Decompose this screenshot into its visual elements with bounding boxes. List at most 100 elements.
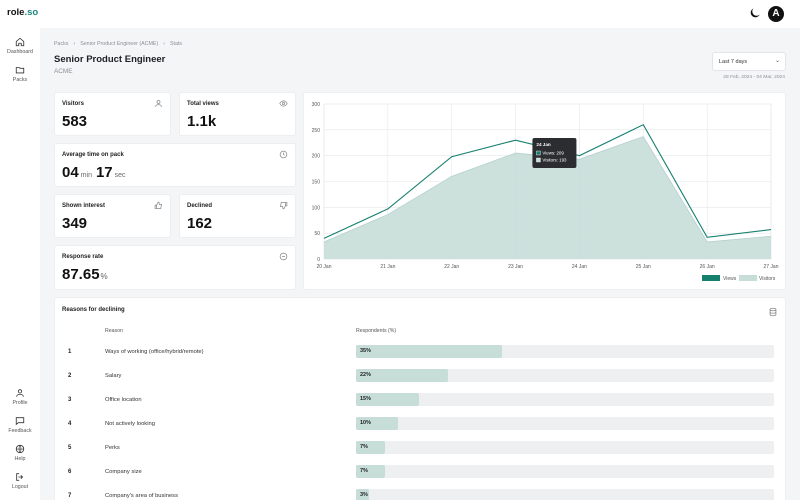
chart-tooltip bbox=[532, 138, 577, 168]
row-percentage: 15% bbox=[360, 396, 372, 402]
response-rate-card: Response rate 87.65% bbox=[54, 245, 296, 290]
response-rate-value: 87.65 bbox=[62, 266, 100, 283]
card-title: Declined bbox=[187, 203, 213, 209]
sidebar-item-label: Feedback bbox=[8, 428, 32, 434]
card-value: 04 min 17 sec bbox=[62, 164, 130, 181]
top-bar: role.so A bbox=[0, 0, 800, 28]
respondents-bar-track: 7% bbox=[356, 441, 774, 454]
series-area-visitors bbox=[324, 136, 771, 259]
minutes-value: 04 bbox=[62, 164, 79, 181]
y-tick-label: 150 bbox=[312, 180, 321, 186]
declining-title: Reasons for declining bbox=[62, 307, 125, 313]
row-reason: Not actively looking bbox=[105, 421, 155, 427]
row-number: 5 bbox=[68, 445, 72, 451]
row-number: 2 bbox=[68, 373, 72, 379]
home-icon bbox=[15, 37, 25, 47]
date-range-value: Last 7 days bbox=[719, 59, 748, 65]
chat-icon bbox=[279, 252, 288, 261]
card-title: Response rate bbox=[62, 254, 104, 260]
page-title: Senior Product Engineer bbox=[54, 54, 166, 65]
views-chart-svg: 0 50 100 150 200 250 300 20 Jan 21 Jan 22 Jan 23 J… bbox=[312, 102, 779, 282]
table-row: 3 Office location 15% bbox=[55, 393, 785, 417]
chevron-down-icon: ⌄ bbox=[774, 58, 780, 64]
respondents-bar-fill bbox=[356, 393, 419, 406]
thumbs-down-icon bbox=[280, 202, 288, 210]
breadcrumb-separator: › bbox=[163, 41, 165, 47]
card-title: Total views bbox=[187, 101, 219, 107]
breadcrumb-pack[interactable]: Senior Product Engineer (ACME) bbox=[80, 41, 159, 47]
respondents-bar-fill bbox=[356, 441, 386, 454]
shown-interest-card: Shown interest 349 bbox=[54, 194, 171, 238]
sidebar-item-feedback[interactable]: Feedback bbox=[0, 416, 40, 440]
card-value: 349 bbox=[62, 215, 88, 232]
row-percentage: 22% bbox=[360, 372, 372, 378]
card-title: Average time on pack bbox=[62, 152, 124, 158]
y-tick-label: 250 bbox=[312, 128, 321, 134]
card-value: 1.1k bbox=[187, 113, 217, 130]
message-icon bbox=[15, 417, 25, 426]
tooltip-line: Views: 209 bbox=[542, 151, 564, 156]
respondents-bar-fill bbox=[356, 489, 369, 500]
x-tick-label: 22 Jan bbox=[444, 264, 459, 270]
row-percentage: 3% bbox=[360, 492, 368, 498]
x-tick-label: 24 Jan bbox=[572, 264, 587, 270]
minutes-unit: min bbox=[80, 172, 92, 179]
sidebar-item-help[interactable]: Help bbox=[0, 444, 40, 468]
x-tick-label: 21 Jan bbox=[380, 264, 395, 270]
respondents-bar-track: 7% bbox=[356, 465, 774, 478]
row-number: 1 bbox=[68, 349, 72, 355]
x-tick-label: 25 Jan bbox=[636, 264, 651, 270]
views-chart: 0 50 100 150 200 250 300 20 Jan 21 Jan 22 Jan 23 J… bbox=[303, 92, 786, 290]
sidebar-item-dashboard[interactable]: Dashboard bbox=[0, 37, 40, 61]
folder-icon bbox=[15, 67, 25, 74]
respondents-bar-track: 22% bbox=[356, 369, 774, 382]
company-name: ACME bbox=[54, 68, 73, 75]
y-tick-label: 0 bbox=[317, 257, 320, 263]
y-tick-label: 50 bbox=[314, 231, 320, 237]
globe-icon bbox=[15, 444, 25, 454]
respondents-bar-fill bbox=[356, 345, 503, 358]
sidebar-item-packs[interactable]: Packs bbox=[0, 65, 40, 89]
row-reason: Company size bbox=[105, 469, 142, 475]
sidebar-item-label: Dashboard bbox=[7, 49, 33, 55]
breadcrumb-packs[interactable]: Packs bbox=[54, 41, 69, 47]
seconds-value: 17 bbox=[95, 164, 113, 181]
sidebar-item-label: Logout bbox=[11, 484, 29, 490]
seconds-unit: sec bbox=[114, 172, 126, 179]
row-reason: Office location bbox=[105, 397, 142, 403]
legend-swatch-views bbox=[702, 275, 720, 281]
app-logo[interactable]: role.so bbox=[7, 7, 39, 18]
row-percentage: 10% bbox=[360, 420, 372, 426]
legend-swatch-visitors bbox=[739, 275, 757, 281]
row-number: 7 bbox=[68, 493, 72, 499]
table-row: 4 Not actively looking 10% bbox=[55, 417, 785, 441]
date-range-select[interactable]: Last 7 days ⌄ bbox=[712, 52, 786, 71]
row-reason: Perks bbox=[105, 445, 120, 451]
date-range-dates: 28 Feb, 2024 - 04 Mar, 2024 bbox=[723, 75, 785, 80]
total-views-card: Total views 1.1k bbox=[179, 92, 296, 136]
database-icon[interactable] bbox=[768, 307, 778, 317]
table-row: 6 Company size 7% bbox=[55, 465, 785, 489]
row-reason: Salary bbox=[105, 373, 122, 379]
x-tick-label: 23 Jan bbox=[508, 264, 523, 270]
y-tick-label: 300 bbox=[312, 102, 321, 108]
sidebar: Dashboard Packs Profile Feedback Help Lo… bbox=[0, 28, 40, 500]
thumbs-up-icon bbox=[154, 201, 162, 209]
moon-icon[interactable] bbox=[748, 6, 762, 20]
row-reason: Ways of working (office/hybrid/remote) bbox=[105, 349, 204, 355]
sidebar-item-logout[interactable]: Logout bbox=[0, 472, 40, 496]
eye-icon bbox=[279, 100, 288, 107]
sidebar-item-label: Help bbox=[14, 456, 26, 462]
sidebar-item-profile[interactable]: Profile bbox=[0, 388, 40, 412]
declining-reasons-card: Reasons for declining Reason Respondents… bbox=[54, 297, 786, 500]
x-tick-label: 20 Jan bbox=[316, 264, 331, 270]
table-row: 2 Salary 22% bbox=[55, 369, 785, 393]
declined-card: Declined 162 bbox=[179, 194, 296, 238]
table-row: 1 Ways of working (office/hybrid/remote) 3… bbox=[55, 345, 785, 369]
y-tick-label: 100 bbox=[312, 205, 321, 211]
sidebar-item-label: Packs bbox=[12, 77, 28, 83]
row-percentage: 7% bbox=[360, 444, 368, 450]
avatar[interactable]: A bbox=[768, 6, 784, 22]
legend-label-views: Views bbox=[723, 276, 737, 282]
user-icon bbox=[16, 389, 24, 397]
